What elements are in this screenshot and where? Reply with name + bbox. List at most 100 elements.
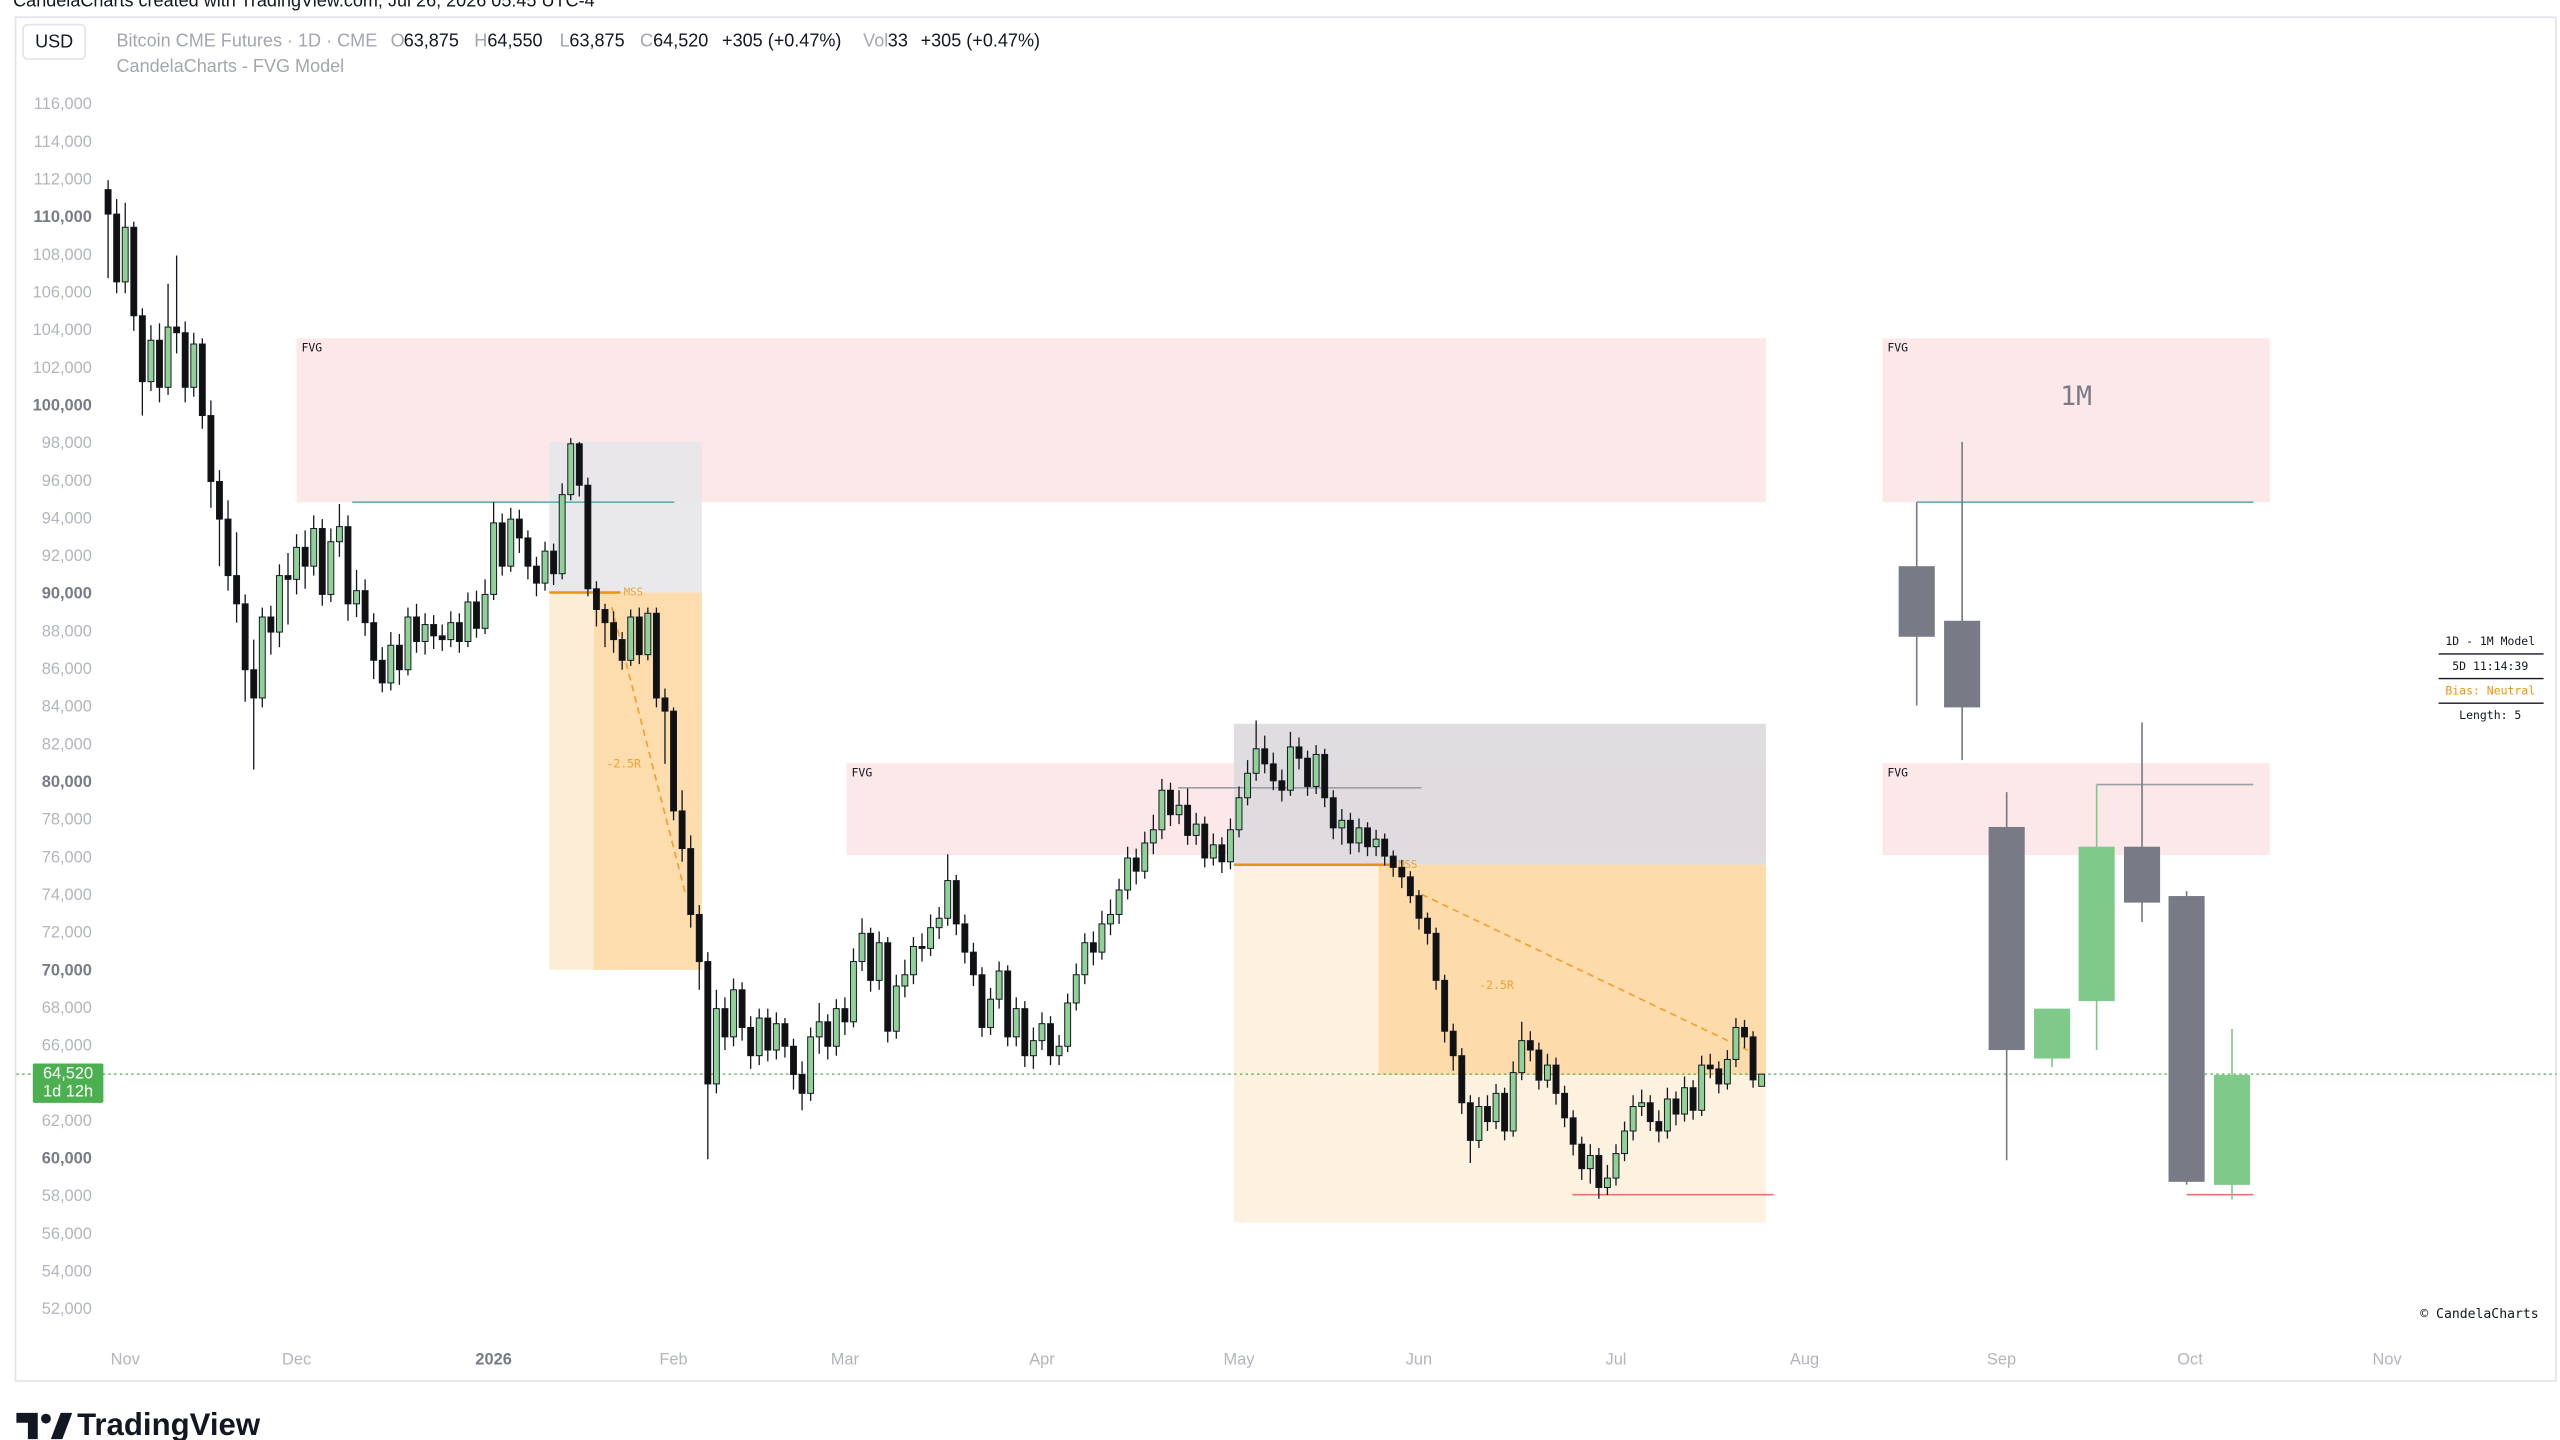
candle-body (1509, 1072, 1517, 1132)
candle-body (344, 526, 352, 605)
x-tick-label: Mar (831, 1351, 860, 1369)
candle-body (1424, 917, 1431, 934)
candle-body (601, 608, 609, 624)
model-table: 1D - 1M Model 5D 11:14:39 Bias: Neutral … (2438, 634, 2544, 722)
plot-area: FVGFVGFVGFVGMSSMSS-2.5R-2.5R1M52,00054,0… (16, 95, 2557, 1369)
candle-body (952, 880, 960, 925)
volume-label: Vol (863, 31, 888, 51)
candle-body (1749, 1036, 1757, 1081)
y-tick-label: 56,000 (42, 1225, 92, 1243)
candle-body (1089, 942, 1097, 953)
candle-body (224, 518, 232, 577)
candle-body (404, 616, 412, 671)
candle-body (387, 644, 395, 684)
candle-body (293, 546, 301, 580)
candle-body (1612, 1153, 1620, 1179)
candle-body (687, 848, 695, 915)
volume: 33 (888, 31, 908, 51)
candle-body (301, 546, 309, 567)
ohlc-value: 63,875 (569, 31, 624, 51)
candle-body (1484, 1106, 1491, 1123)
candle-body (1655, 1121, 1663, 1132)
y-tick-label: 82,000 (42, 735, 92, 753)
monthly-body (1944, 620, 1981, 708)
candle-body (370, 622, 378, 661)
candle-body (584, 484, 592, 590)
candle-body (738, 989, 746, 1028)
candle-body (704, 961, 712, 1085)
candle-body (1706, 1064, 1714, 1070)
zone (296, 338, 1766, 503)
candle-body (1081, 942, 1089, 976)
candle-body (1329, 797, 1337, 829)
candle-body (567, 443, 575, 496)
ohlc-label: O (391, 31, 405, 51)
candle-body (267, 616, 275, 633)
candle-body (969, 951, 977, 976)
candle-body (216, 480, 223, 520)
candle-body (627, 616, 635, 661)
ohlc-value: 64,520 (653, 31, 708, 51)
candle-body (121, 226, 129, 283)
monthly-body (2213, 1074, 2251, 1185)
candle-body (1758, 1073, 1766, 1087)
y-tick-label: 114,000 (34, 133, 92, 151)
candle-body (678, 810, 686, 850)
candle-body (190, 343, 198, 388)
candle-body (481, 593, 489, 629)
x-tick-label: Nov (2372, 1351, 2402, 1369)
candle-body (755, 1017, 763, 1057)
candle-body (858, 932, 866, 963)
candle-body (695, 913, 703, 963)
candle-body (550, 550, 558, 575)
candle-body (284, 575, 292, 580)
candle-body (1141, 842, 1149, 872)
y-tick-label: 58,000 (42, 1187, 92, 1205)
table-cell: Length: 5 (2459, 708, 2521, 722)
x-tick-label: Oct (2177, 1351, 2203, 1369)
candle-body (164, 326, 172, 388)
y-tick-label: 84,000 (42, 698, 92, 716)
candle-body (1012, 1008, 1020, 1038)
change: +305 (+0.47%) (722, 31, 841, 51)
level-label: MSS (624, 586, 643, 599)
currency-button[interactable] (22, 23, 87, 60)
candle-body (438, 635, 446, 641)
candle-body (1441, 979, 1449, 1032)
zone-label: FVG (1887, 765, 1908, 779)
candle-body (790, 1045, 797, 1076)
candle-body (1586, 1154, 1594, 1170)
watermark: CandelaCharts created with TradingView.c… (13, 0, 595, 10)
candle-body (181, 332, 189, 388)
y-tick-label: 68,000 (42, 999, 92, 1017)
candle-body (1355, 827, 1363, 844)
zone (549, 441, 702, 593)
candle-body (610, 622, 618, 641)
monthly-body (2078, 846, 2115, 1002)
last-price-badge (32, 1063, 104, 1103)
candle-body (850, 961, 857, 1023)
candle-body (1312, 753, 1320, 787)
candle-body (1184, 804, 1192, 836)
y-tick-label: 70,000 (42, 961, 92, 979)
y-tick-label: 116,000 (34, 95, 92, 113)
candle-body (1449, 1030, 1457, 1057)
candle-body (661, 697, 669, 712)
candle-body (867, 932, 875, 981)
candle-body (1672, 1098, 1680, 1115)
candle-body (1518, 1040, 1526, 1074)
candle-body (652, 612, 660, 699)
candle-body (944, 880, 952, 919)
candle-body (1346, 819, 1354, 844)
currency[interactable]: USD (35, 31, 73, 51)
candle-body (764, 1017, 772, 1051)
candle-body (533, 565, 540, 584)
candle-body (1235, 797, 1243, 831)
candle-body (455, 622, 463, 642)
candle-body (1663, 1098, 1671, 1132)
y-tick-label: 112,000 (34, 171, 92, 189)
candle-body (258, 616, 266, 699)
candle-body (712, 1008, 720, 1085)
